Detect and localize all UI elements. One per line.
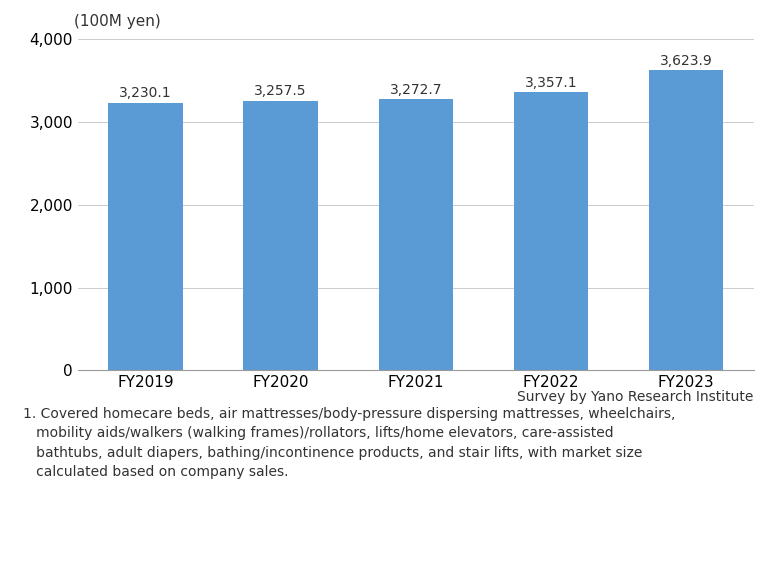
- Text: 3,623.9: 3,623.9: [660, 54, 713, 68]
- Text: 1. Covered homecare beds, air mattresses/body-pressure dispersing mattresses, wh: 1. Covered homecare beds, air mattresses…: [23, 407, 676, 479]
- Text: 3,272.7: 3,272.7: [389, 83, 442, 97]
- Text: 3,230.1: 3,230.1: [119, 86, 172, 100]
- Bar: [649, 70, 723, 370]
- Text: Survey by Yano Research Institute: Survey by Yano Research Institute: [517, 390, 754, 404]
- Bar: [514, 93, 588, 370]
- Bar: [243, 101, 318, 370]
- Text: 3,257.5: 3,257.5: [254, 84, 307, 98]
- Text: (100M yen): (100M yen): [75, 15, 161, 29]
- Text: 3,357.1: 3,357.1: [524, 76, 577, 90]
- Bar: [109, 103, 183, 370]
- Bar: [378, 99, 453, 370]
